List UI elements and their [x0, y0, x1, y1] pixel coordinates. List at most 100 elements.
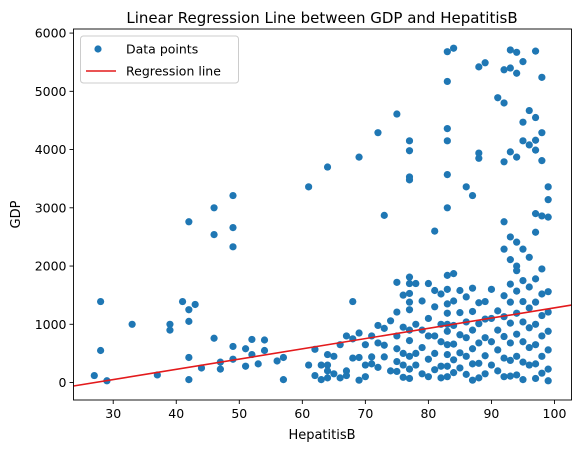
- data-point: [519, 318, 527, 326]
- data-point: [513, 371, 521, 379]
- data-point: [500, 354, 508, 362]
- regression-line: [73, 304, 572, 387]
- data-point: [393, 367, 401, 376]
- data-point: [323, 163, 332, 171]
- data-point: [450, 297, 458, 305]
- data-point: [513, 267, 521, 275]
- y-tick-label: 1000: [35, 317, 67, 332]
- data-point: [513, 153, 521, 161]
- data-point: [519, 376, 527, 384]
- data-point: [97, 297, 105, 306]
- data-point: [431, 332, 439, 340]
- data-point: [431, 286, 439, 295]
- data-point: [405, 137, 414, 145]
- data-point: [443, 350, 451, 359]
- data-point: [330, 370, 338, 378]
- data-point: [525, 324, 533, 332]
- data-point: [380, 211, 388, 219]
- data-point: [443, 362, 451, 370]
- y-tick-label: 6000: [35, 26, 67, 41]
- data-point: [210, 204, 218, 212]
- data-point: [342, 371, 351, 380]
- data-point: [374, 363, 382, 371]
- data-point: [519, 58, 527, 66]
- x-tick-label: 30: [105, 406, 121, 421]
- data-point: [405, 279, 414, 288]
- data-point: [538, 311, 546, 320]
- chart-title: Linear Regression Line between GDP and H…: [126, 9, 517, 27]
- data-point: [330, 352, 338, 360]
- data-point: [506, 356, 514, 364]
- data-point: [500, 373, 508, 381]
- data-point: [481, 59, 489, 67]
- data-point: [185, 317, 193, 325]
- data-point: [355, 376, 363, 384]
- x-tick-label: 70: [357, 406, 373, 421]
- data-point: [506, 46, 514, 54]
- data-point: [538, 212, 546, 220]
- data-point: [431, 227, 439, 235]
- data-point: [481, 370, 489, 378]
- data-point: [475, 63, 483, 71]
- data-point: [386, 317, 395, 325]
- data-point: [500, 292, 508, 300]
- data-point: [443, 285, 451, 293]
- data-point: [506, 298, 514, 306]
- data-point: [374, 321, 382, 330]
- data-point: [443, 204, 451, 212]
- x-tick-label: 100: [543, 406, 567, 421]
- data-point: [317, 361, 325, 369]
- data-point: [443, 171, 451, 179]
- data-point: [506, 339, 514, 347]
- data-point: [399, 291, 407, 299]
- data-point: [525, 343, 533, 352]
- data-point: [443, 77, 451, 86]
- data-point: [531, 113, 540, 122]
- data-point: [399, 361, 407, 369]
- data-point: [475, 339, 483, 347]
- data-point: [481, 334, 489, 342]
- data-point: [405, 289, 414, 298]
- data-point: [468, 345, 477, 353]
- data-point: [475, 149, 483, 157]
- data-point: [513, 69, 521, 77]
- data-point: [500, 99, 508, 107]
- data-point: [506, 64, 514, 72]
- y-tick-label: 0: [59, 375, 67, 390]
- legend-box: [80, 35, 239, 84]
- data-point: [538, 157, 546, 165]
- data-point: [525, 141, 533, 149]
- data-point: [538, 332, 546, 340]
- data-point: [323, 361, 332, 369]
- data-point: [544, 377, 552, 385]
- data-point: [185, 306, 193, 314]
- data-point: [450, 369, 458, 377]
- data-point: [412, 279, 420, 288]
- data-point: [185, 376, 193, 384]
- data-point: [317, 376, 325, 384]
- data-point: [519, 245, 527, 253]
- data-point: [323, 350, 332, 359]
- data-point: [456, 331, 464, 339]
- data-point: [500, 66, 508, 74]
- data-point: [185, 353, 193, 362]
- data-point: [229, 243, 237, 251]
- data-point: [462, 370, 470, 378]
- data-point: [279, 353, 288, 362]
- data-point: [475, 374, 483, 382]
- data-point: [424, 355, 432, 363]
- data-point: [519, 297, 527, 306]
- data-point: [424, 373, 432, 381]
- y-tick-label: 3000: [35, 200, 67, 215]
- data-point: [468, 360, 477, 368]
- data-point: [374, 129, 382, 137]
- data-point: [248, 335, 256, 344]
- legend: Data points Regression line: [80, 35, 239, 84]
- data-point: [519, 338, 527, 346]
- data-point: [531, 228, 540, 236]
- data-point: [494, 367, 502, 375]
- data-point: [531, 298, 540, 306]
- data-point: [166, 326, 174, 334]
- data-point: [513, 48, 521, 56]
- data-point: [506, 148, 514, 156]
